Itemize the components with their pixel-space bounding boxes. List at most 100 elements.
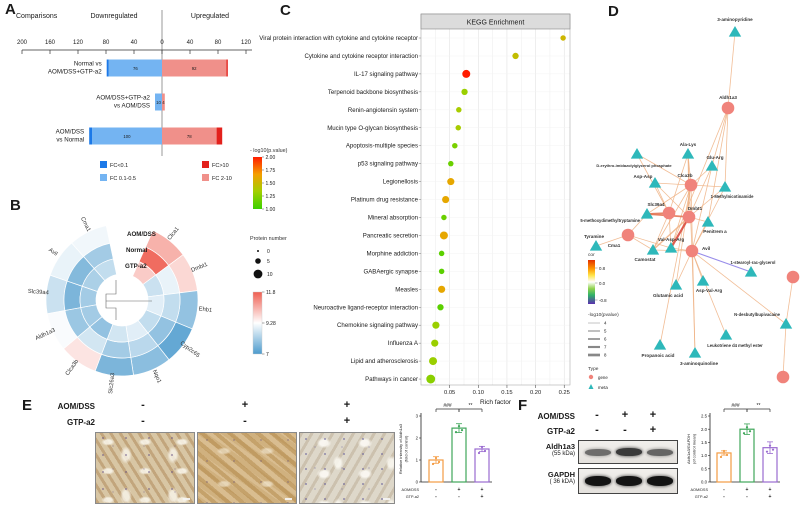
metabolite-node-aspasp (648, 177, 662, 188)
bar-value: 100 (123, 134, 131, 139)
dendrogram (105, 280, 152, 320)
gene-label: Slc26a3 (108, 373, 116, 394)
network-edge (627, 234, 672, 249)
blot-label: GAPDH (547, 470, 575, 479)
gene-node-gr1 (786, 270, 800, 284)
data-point (438, 268, 445, 275)
gene-label: Cyp2c65 (179, 341, 201, 360)
legend-swatch (100, 161, 107, 168)
pathway-label: Legionellosis (383, 179, 418, 186)
bar-condition-mark: + (458, 487, 461, 493)
ihc-image-aomdss (197, 432, 297, 504)
condition-mark: + (649, 424, 657, 436)
metabolite-node-prop (653, 339, 667, 350)
condition-label-GTP-a2: GTP-a2 (546, 427, 575, 436)
condition-mark: + (343, 415, 351, 427)
network-edge (654, 182, 690, 218)
x-tick-label: 0.10 (473, 390, 484, 396)
header-upregulated: Upregulated (191, 13, 229, 20)
node-label: Glutamic acid (653, 293, 683, 298)
condition-mark: + (241, 399, 249, 411)
type-legend-title: Type (588, 366, 599, 372)
gene-label: Dmbt1 (191, 262, 209, 274)
pathway-label: IL-17 signaling pathway (354, 71, 419, 78)
condition-mark: + (621, 409, 629, 421)
bar-down-light (92, 127, 162, 145)
network-edge (688, 165, 713, 218)
type-legend-meta-label: meta (598, 385, 608, 390)
bar-down-light (155, 93, 162, 111)
network-edge (652, 212, 670, 251)
y-tick-label: 0.0 (701, 480, 708, 485)
pathway-label: Apoptosis-multiple species (346, 143, 418, 150)
data-point (560, 35, 566, 41)
bar-condition-label: GTP-a2 (406, 495, 419, 499)
legend-label: FC 0.1-0.5 (110, 176, 136, 182)
x-tick-label: 0.05 (444, 390, 455, 396)
bar-condition-mark: + (746, 487, 749, 493)
pan el-b-circular-heatmap: Clca1 Dmbt1 Ehb1 Cyp2c65 Nqo1 Slc26a3 Clca3b Al… (28, 216, 213, 394)
axis-tick-label: 0 (160, 40, 164, 46)
y-tick-label: 1 (416, 458, 419, 463)
pathway-label: Mineral absorption (368, 215, 418, 222)
bar-value: 4 (162, 100, 165, 105)
y-axis-title: Aldh1a3/GAPDH (686, 434, 691, 464)
header-downregulated: Downregulated (90, 13, 137, 20)
metabolite-node-tyra (589, 240, 603, 251)
network-edge (785, 276, 794, 325)
pathway-label: Pathways in cancer (365, 376, 418, 383)
data-dot (725, 453, 729, 457)
bar-down-dark (106, 59, 109, 77)
cor-legend-bar (588, 260, 595, 304)
bar-condition-mark: - (723, 487, 725, 493)
sig-label: ** (757, 403, 761, 409)
category-label: vs AOM/DSS (114, 103, 150, 110)
plot-bg (421, 29, 570, 385)
network-edge (687, 153, 693, 252)
gene-label: Cma1 (79, 216, 91, 233)
data-point (439, 231, 448, 240)
gene-label: Ehb1 (198, 306, 212, 314)
blot-band (647, 476, 673, 486)
axis-tick-label: 80 (215, 40, 222, 46)
pathway-label: Chemokine signaling pathway (337, 322, 419, 329)
node-label: 1-stearoyl-rac-glycerol (731, 260, 776, 265)
gene-node-avil (685, 244, 699, 258)
metabolite-node-ava (696, 275, 710, 286)
node-label: Cma1 (608, 243, 621, 248)
metabolite-node-camo (646, 244, 660, 255)
ring-label: GTP-a2 (125, 263, 147, 270)
heatmap-cell-Cma1 (93, 258, 118, 282)
node-label: Camostat (635, 257, 656, 262)
node-label: Val-Asp-Arg (658, 237, 684, 242)
bar-value: 10 (156, 100, 161, 105)
bar (474, 448, 490, 483)
data-point (442, 195, 450, 204)
network-edge (691, 250, 787, 325)
network-edge (668, 153, 689, 214)
pval-legend-label: 5 (604, 329, 607, 334)
pathway-label: Cytokine and cytokine receptor interacti… (305, 53, 418, 60)
metabolite-node-leuk (719, 329, 733, 340)
data-dot (457, 425, 461, 428)
bar (716, 452, 732, 483)
axis-tick-label: 40 (131, 40, 138, 46)
bar-down-dark (89, 127, 92, 145)
panel-b-letter: B (10, 197, 21, 214)
pathway-label: Measles (395, 286, 418, 293)
condition-mark: + (649, 409, 657, 421)
metabolite-node-m3ap (728, 26, 742, 37)
pathway-label: Influenza A (388, 340, 419, 347)
panel-f-bar-chart: Aldh1a3/GAPDH (of control mean) 0.0 0.5 1.0 1… (686, 403, 780, 500)
pathway-label: Neuroactive ligand-receptor interaction (313, 304, 418, 311)
sig-label: ### (731, 403, 740, 409)
gene-label: Clca1 (167, 226, 181, 241)
network-edge (782, 323, 787, 378)
condition-mark: + (343, 399, 351, 411)
data-point (455, 125, 461, 131)
network-edge (691, 250, 752, 273)
pathway-label: Mucin type O-glycan biosynthesis (327, 125, 418, 132)
data-dot (768, 444, 772, 447)
y-tick-label: 2.0 (701, 427, 708, 432)
y-tick-label: 1.0 (701, 453, 708, 458)
